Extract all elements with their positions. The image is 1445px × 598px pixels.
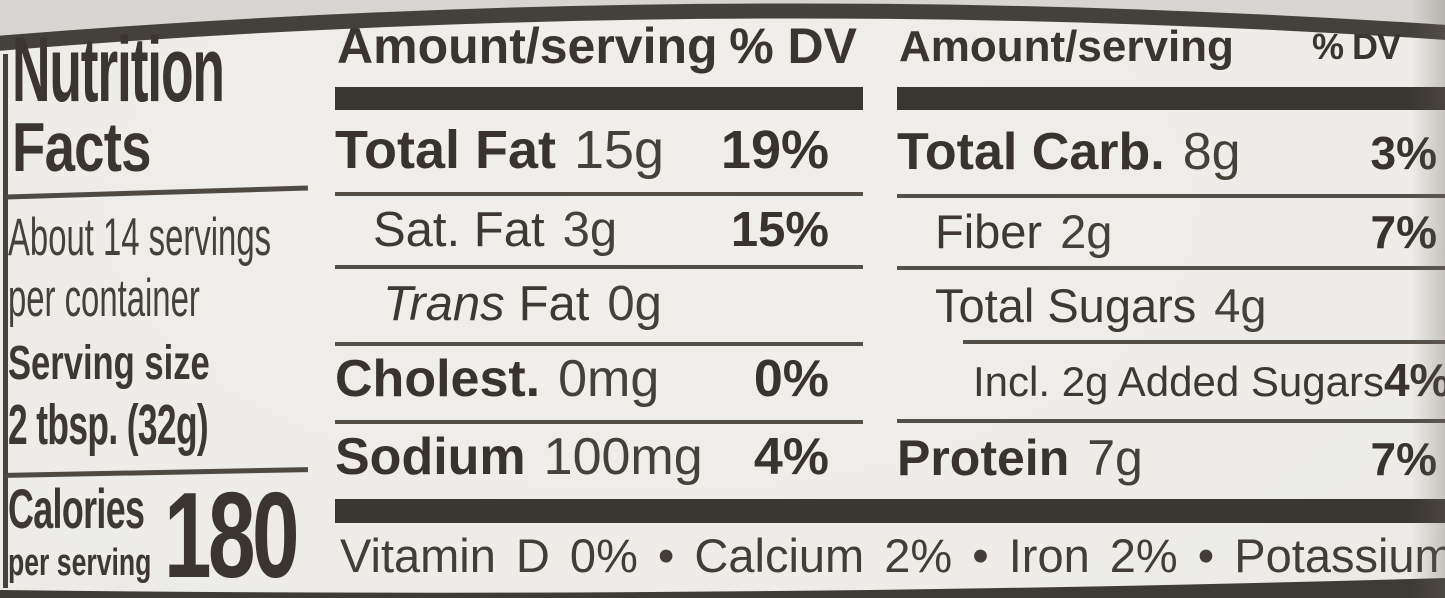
nutrient-name: Cholest. xyxy=(335,350,541,408)
amount-per-serving-header: Amount/serving xyxy=(337,18,718,74)
servings-per-container-line2: per container xyxy=(8,269,200,328)
nutrient-row-added-sugars: Incl. 2g Added Sugars 4% xyxy=(897,357,1445,403)
nutrient-amount: 8g xyxy=(1182,123,1241,181)
micronutrients-footer: Vitamin D 0% • Calcium 2% • Iron 2% • Po… xyxy=(340,529,1445,582)
nutrient-name: Sodium xyxy=(335,428,526,486)
nutrient-row-total-sugars: Total Sugars 4g xyxy=(897,282,1445,329)
column-header: Amount/serving % DV xyxy=(337,21,857,71)
percent-dv-header: % DV xyxy=(1311,26,1401,67)
nutrient-dv: 19% xyxy=(720,120,829,180)
nutrient-amount: 4g xyxy=(1214,279,1267,332)
nutrition-facts-title-line2: Facts xyxy=(12,108,152,186)
row-divider-rule xyxy=(897,419,1445,423)
nutrition-facts-title-line1: Nutrition xyxy=(12,19,225,121)
calories-sublabel: per serving xyxy=(8,542,152,584)
calories-label: Calories xyxy=(8,477,145,540)
nutrient-column-right: Amount/serving % DV Total Carb. 8g 3% Fi… xyxy=(897,0,1445,598)
row-divider-rule xyxy=(897,266,1445,270)
nutrient-name-italic: Trans xyxy=(383,277,505,331)
nutrient-amount: 0g xyxy=(607,277,662,331)
nutrient-dv: 4% xyxy=(1384,357,1445,403)
nutrient-dv: 7% xyxy=(1370,433,1437,485)
title-divider-rule xyxy=(5,185,309,200)
column-header: Amount/serving % DV xyxy=(899,22,1401,71)
nutrient-row-protein: Protein 7g 7% xyxy=(897,433,1445,483)
header-separator-bar xyxy=(897,87,1445,110)
nutrient-name: Sat. Fat xyxy=(373,203,545,257)
nutrient-row-sat-fat: Sat. Fat 3g 15% xyxy=(335,206,863,255)
nutrient-row-fiber: Fiber 2g 7% xyxy=(897,208,1445,255)
footer-separator-bar xyxy=(335,499,1445,523)
calories-value: 180 xyxy=(164,467,299,598)
servings-per-container-line1: About 14 servings xyxy=(8,208,272,267)
nutrient-amount: 7g xyxy=(1087,430,1143,486)
row-divider-rule xyxy=(897,194,1445,198)
nutrient-name: Fiber xyxy=(935,205,1043,258)
nutrient-row-sodium: Sodium 100mg 4% xyxy=(335,431,863,483)
nutrient-name: Protein xyxy=(897,430,1070,486)
right-edge-shadow xyxy=(1411,0,1445,598)
row-divider-rule xyxy=(335,342,863,346)
nutrient-dv: 4% xyxy=(753,428,829,486)
header-separator-bar xyxy=(335,87,863,110)
nutrient-column-left: Amount/serving % DV Total Fat 15g 19% Sa… xyxy=(335,0,863,598)
nutrient-row-total-carb: Total Carb. 8g 3% xyxy=(897,126,1445,178)
nutrient-dv: 15% xyxy=(730,203,829,257)
nutrient-amount: 100mg xyxy=(543,428,703,486)
label-left-border xyxy=(3,54,8,588)
nutrient-dv: 7% xyxy=(1370,206,1437,258)
amount-per-serving-header: Amount/serving xyxy=(899,22,1234,71)
nutrient-dv: 3% xyxy=(1370,127,1437,179)
can-bottom-edge xyxy=(0,578,1445,598)
nutrient-amount: 2g xyxy=(1060,205,1113,258)
nutrient-row-total-fat: Total Fat 15g 19% xyxy=(335,123,863,177)
nutrient-name: Fat xyxy=(518,277,590,331)
nutrient-name: Incl. 2g Added Sugars xyxy=(973,358,1384,405)
nutrition-facts-left-panel: Nutrition Facts About 14 servings per co… xyxy=(5,0,332,598)
row-divider-rule xyxy=(335,192,863,196)
row-divider-rule xyxy=(335,265,863,269)
nutrient-amount: 15g xyxy=(573,120,665,180)
nutrient-row-trans-fat: Trans Fat 0g xyxy=(335,280,863,329)
nutrient-dv: 0% xyxy=(753,350,829,408)
nutrient-row-cholesterol: Cholest. 0mg 0% xyxy=(335,353,863,405)
nutrient-name: Total Carb. xyxy=(897,123,1165,181)
serving-size-value: 2 tbsp. (32g) xyxy=(8,393,209,457)
row-divider-rule-indented xyxy=(963,340,1445,344)
can-top-edge xyxy=(0,0,1445,51)
serving-size-label: Serving size xyxy=(8,337,210,390)
percent-dv-header: % DV xyxy=(729,18,857,74)
row-divider-rule xyxy=(335,420,863,424)
nutrient-amount: 0mg xyxy=(558,350,660,408)
nutrient-name: Total Sugars xyxy=(935,279,1197,332)
nutrient-amount: 3g xyxy=(562,203,618,257)
nutrient-name: Total Fat xyxy=(335,120,556,180)
